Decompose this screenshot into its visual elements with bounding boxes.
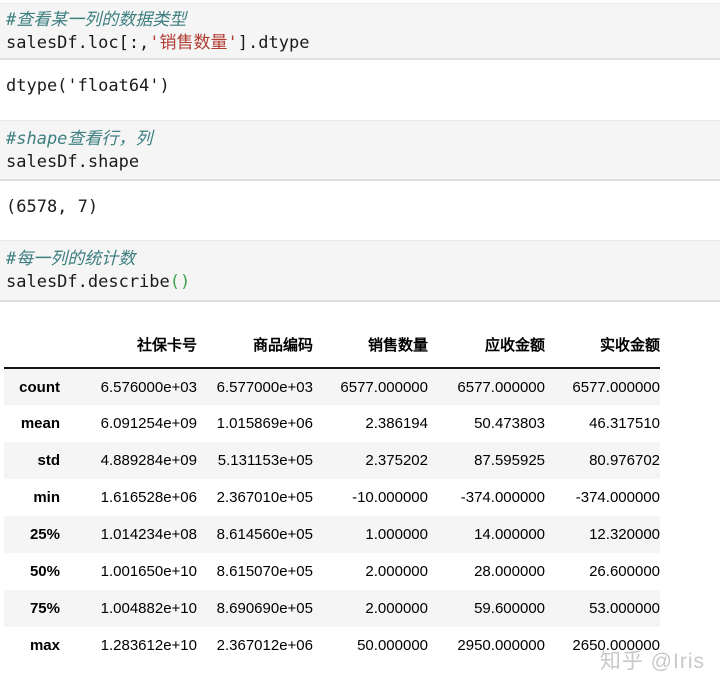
cell-value: 2950.000000 (457, 637, 545, 654)
cell-value: 6.576000e+03 (100, 378, 197, 396)
table-row: 75% 1.004882e+10 8.690690e+05 2.000000 5… (4, 590, 660, 627)
row-label: std (37, 452, 61, 469)
cell-value: 1.014234e+08 (100, 526, 197, 543)
code-text: salesDf.loc[:, (6, 33, 150, 53)
table-row: count 6.576000e+03 6.577000e+03 6577.000… (4, 368, 660, 405)
cell-value: 1.283612e+10 (100, 637, 197, 654)
column-header: 销售数量 (313, 322, 428, 369)
cell-value: 26.600000 (589, 563, 660, 580)
table-row: mean 6.091254e+09 1.015869e+06 2.386194 … (4, 405, 660, 442)
code-line: salesDf.describe() (6, 271, 714, 294)
output-shape: (6578, 7) (0, 181, 720, 240)
cell-value: 4.889284e+09 (100, 452, 197, 469)
cell-value: 14.000000 (474, 526, 545, 543)
cell-value: 5.131153e+05 (217, 452, 313, 469)
output-dtype: dtype('float64') (0, 60, 720, 120)
code-cell-describe[interactable]: #每一列的统计数 salesDf.describe() (0, 240, 720, 302)
code-comment: #shape查看行，列 (6, 129, 153, 149)
cell-value: 6577.000000 (340, 378, 428, 396)
code-line: salesDf.shape (6, 151, 714, 174)
cell-value: 53.000000 (589, 600, 660, 617)
cell-value: 6.577000e+03 (216, 378, 313, 396)
row-label: 25% (29, 526, 60, 543)
code-string-literal: '销售数量' (149, 33, 238, 53)
cell-value: 28.000000 (474, 563, 545, 580)
cell-value: 8.690690e+05 (216, 600, 313, 617)
cell-value: 2.000000 (365, 600, 428, 617)
cell-value: -10.000000 (352, 489, 428, 506)
code-comment: #查看某一列的数据类型 (6, 10, 187, 30)
cell-value: 1.616528e+06 (100, 489, 197, 506)
column-header: 应收金额 (428, 322, 545, 369)
row-label: count (19, 378, 60, 396)
row-label: 75% (29, 600, 60, 617)
column-header: 社保卡号 (60, 322, 197, 369)
cell-value: 2.386194 (365, 415, 428, 432)
output-text: (6578, 7) (6, 197, 99, 217)
cell-value: 12.320000 (589, 526, 660, 543)
code-comment: #每一列的统计数 (6, 249, 136, 269)
cell-value: 1.001650e+10 (100, 563, 197, 580)
cell-value: 2650.000000 (572, 637, 660, 654)
describe-table-output: 社保卡号 商品编码 销售数量 应收金额 实收金额 count 6.576000e… (4, 322, 720, 664)
cell-value: 2.000000 (365, 563, 428, 580)
row-label: mean (20, 415, 60, 432)
cell-value: 59.600000 (474, 600, 545, 617)
row-label: max (29, 637, 60, 654)
cell-value: -374.000000 (575, 489, 660, 506)
cell-value: 2.375202 (365, 452, 428, 469)
cell-value: -374.000000 (460, 489, 545, 506)
code-cell-shape[interactable]: #shape查看行，列 salesDf.shape (0, 120, 720, 181)
cell-value: 1.004882e+10 (100, 600, 197, 617)
row-label: min (33, 489, 60, 506)
table-row: min 1.616528e+06 2.367010e+05 -10.000000… (4, 479, 660, 516)
column-header: 商品编码 (197, 322, 313, 369)
cell-value: 1.000000 (365, 526, 428, 543)
cell-value: 8.615070e+05 (216, 563, 313, 580)
cell-value: 6577.000000 (572, 378, 660, 396)
describe-table: 社保卡号 商品编码 销售数量 应收金额 实收金额 count 6.576000e… (4, 322, 660, 664)
cell-value: 80.976702 (589, 452, 660, 469)
cell-value: 87.595925 (474, 452, 545, 469)
corner-cell (4, 322, 60, 369)
column-header: 实收金额 (545, 322, 660, 369)
code-text: salesDf.describe (6, 272, 170, 292)
code-line: salesDf.loc[:,'销售数量'].dtype (6, 32, 714, 55)
code-text: ].dtype (237, 33, 310, 53)
row-label: 50% (29, 563, 60, 580)
cell-value: 50.473803 (474, 415, 545, 432)
table-row: std 4.889284e+09 5.131153e+05 2.375202 8… (4, 442, 660, 479)
cell-value: 2.367010e+05 (216, 489, 313, 506)
code-parens: () (169, 272, 191, 292)
cell-value: 8.614560e+05 (216, 526, 313, 543)
cell-value: 1.015869e+06 (216, 415, 313, 432)
cell-value: 50.000000 (357, 637, 428, 654)
cell-value: 46.317510 (589, 415, 660, 432)
code-text: salesDf.shape (6, 152, 140, 172)
table-header-row: 社保卡号 商品编码 销售数量 应收金额 实收金额 (4, 322, 660, 369)
table-row: 25% 1.014234e+08 8.614560e+05 1.000000 1… (4, 516, 660, 553)
table-row: 50% 1.001650e+10 8.615070e+05 2.000000 2… (4, 553, 660, 590)
table-row: max 1.283612e+10 2.367012e+06 50.000000 … (4, 627, 660, 664)
code-cell-dtype[interactable]: #查看某一列的数据类型 salesDf.loc[:,'销售数量'].dtype (0, 3, 720, 60)
cell-value: 6.091254e+09 (100, 415, 197, 432)
output-text: dtype('float64') (6, 76, 170, 96)
cell-value: 6577.000000 (457, 378, 545, 396)
cell-value: 2.367012e+06 (216, 637, 313, 654)
